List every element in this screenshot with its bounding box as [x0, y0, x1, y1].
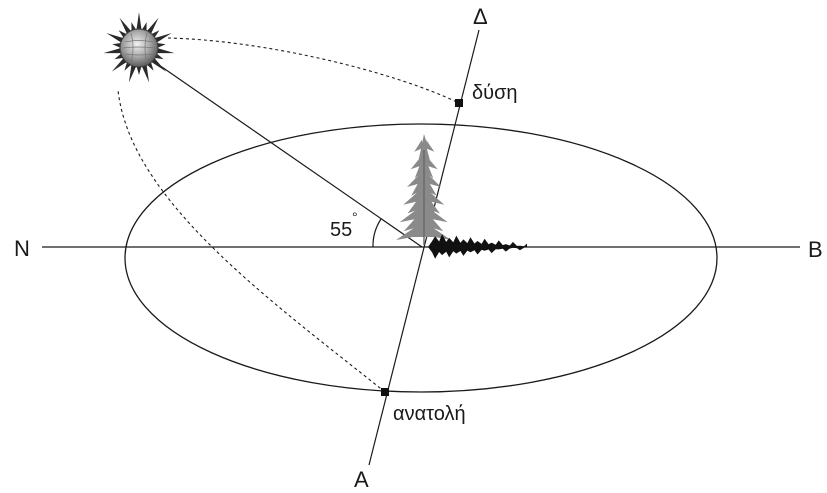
tree-shadow [428, 234, 527, 259]
angle-value-label: 55 [330, 219, 352, 241]
angle-arc [372, 218, 382, 248]
tree-icon [396, 134, 451, 245]
east-label: Α [354, 467, 369, 492]
west-label: Δ [473, 4, 488, 29]
north-label: Ν [14, 236, 30, 261]
sunrise-marker [381, 388, 389, 396]
south-label: Β [808, 237, 823, 262]
angle-degree-symbol: ° [352, 209, 358, 225]
sunset-marker [455, 99, 463, 107]
sun-ray-line [158, 64, 423, 248]
horizon-ellipse [124, 123, 718, 393]
sunset-label: δύση [472, 82, 518, 104]
sun-icon [103, 12, 175, 83]
sunrise-label: ανατολή [393, 403, 466, 425]
sun-path-dotted [117, 37, 460, 393]
